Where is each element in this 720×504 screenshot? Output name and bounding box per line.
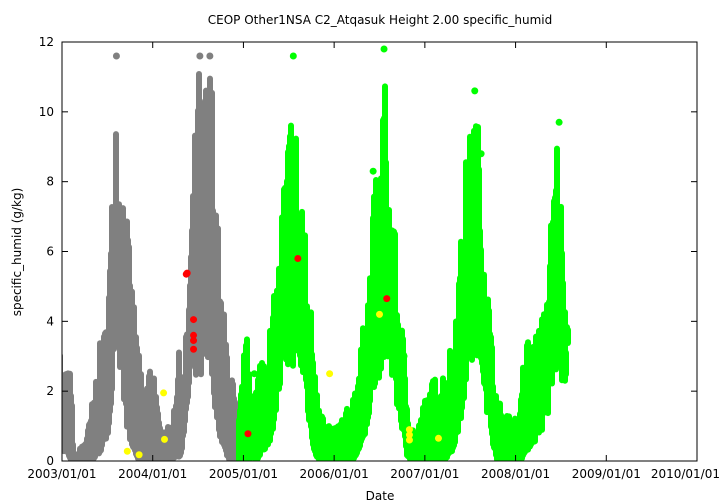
y-tick-label: 10: [39, 105, 54, 119]
data-point: [477, 150, 485, 158]
data-point: [112, 52, 120, 60]
data-point: [244, 430, 252, 438]
series-gray: [62, 52, 241, 461]
data-point: [405, 431, 413, 439]
data-point: [123, 447, 131, 455]
data-point: [376, 310, 383, 318]
data-point: [161, 435, 169, 443]
data-point: [369, 167, 377, 175]
x-axis-label: Date: [366, 489, 395, 503]
data-point: [289, 52, 297, 60]
y-tick-label: 6: [46, 245, 54, 259]
data-point: [190, 316, 198, 324]
data-point: [326, 370, 334, 378]
data-point: [190, 345, 198, 353]
data-point: [206, 52, 214, 60]
x-tick-label: 2007/01/01: [390, 467, 459, 481]
data-point: [400, 352, 408, 360]
y-tick-label: 8: [46, 175, 54, 189]
axis-ticks: 0 2 4 6 8 10 12 2003/01/01 2004/01/01 2005/01/01 2…: [27, 35, 720, 481]
x-tick-label: 2003/01/01: [27, 467, 96, 481]
chart-title: CEOP Other1NSA C2_Atqasuk Height 2.00 sp…: [208, 13, 553, 27]
data-point: [294, 254, 302, 262]
y-tick-label: 4: [46, 314, 54, 328]
series-yellow: [123, 310, 442, 459]
data-point: [383, 295, 391, 303]
y-tick-label: 2: [46, 384, 54, 398]
data-point: [471, 87, 479, 95]
data-point: [190, 331, 198, 339]
y-tick-label: 0: [46, 454, 54, 468]
data-point: [380, 45, 388, 53]
y-tick-label: 12: [39, 35, 54, 49]
data-point: [196, 52, 204, 60]
x-tick-label: 2010/01/01: [651, 467, 720, 481]
data-point: [183, 269, 191, 277]
data-point: [250, 370, 258, 378]
x-tick-label: 2008/01/01: [481, 467, 550, 481]
y-axis-label: specific_humid (g/kg): [10, 188, 24, 317]
x-tick-label: 2004/01/01: [118, 467, 187, 481]
data-point: [555, 118, 563, 126]
data-point: [160, 389, 168, 397]
data-point: [405, 426, 413, 434]
data-point: [190, 337, 198, 345]
data-point: [434, 434, 442, 442]
series-red: [182, 254, 391, 438]
x-tick-label: 2005/01/01: [209, 467, 278, 481]
series-green: [236, 45, 571, 461]
plot-data: [62, 45, 571, 461]
data-point: [135, 451, 143, 459]
data-point: [405, 436, 413, 444]
x-tick-label: 2009/01/01: [572, 467, 641, 481]
x-tick-label: 2006/01/01: [300, 467, 369, 481]
